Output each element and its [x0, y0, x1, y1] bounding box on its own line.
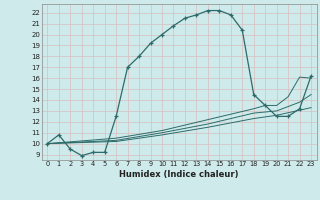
- X-axis label: Humidex (Indice chaleur): Humidex (Indice chaleur): [119, 170, 239, 179]
